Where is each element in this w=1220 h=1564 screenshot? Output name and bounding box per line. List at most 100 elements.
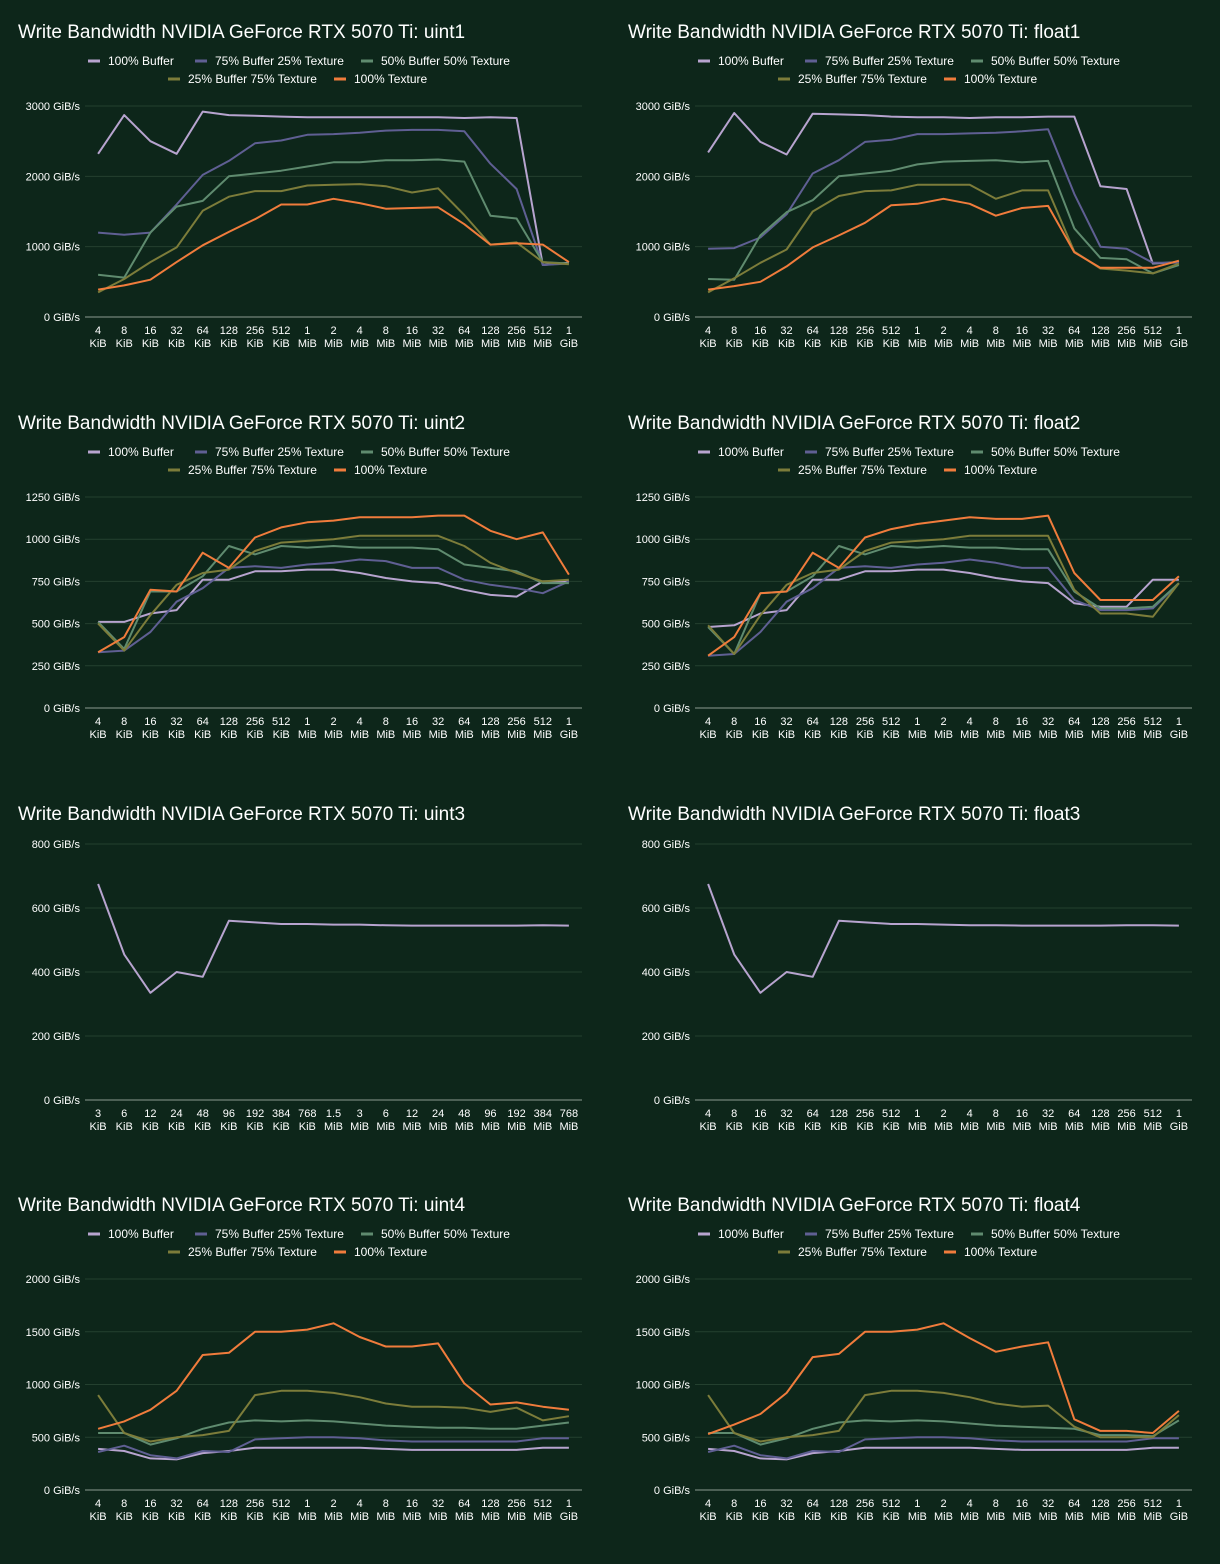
y-tick-label: 0 GiB/s	[44, 1095, 81, 1107]
x-tick-label: 4 KiB	[700, 325, 717, 350]
chart-svg: Write Bandwidth NVIDIA GeForce RTX 5070 …	[18, 22, 582, 350]
series-line[interactable]	[98, 558, 570, 654]
y-tick-label: 1500 GiB/s	[636, 1327, 691, 1339]
series-line[interactable]	[707, 197, 1180, 291]
y-tick-label: 0 GiB/s	[654, 312, 691, 324]
series-line[interactable]	[98, 568, 569, 623]
chart-svg: Write Bandwidth NVIDIA GeForce RTX 5070 …	[18, 804, 582, 1133]
legend-label: 100% Buffer	[718, 54, 784, 68]
legend-label: 100% Buffer	[718, 1227, 784, 1241]
series-line[interactable]	[97, 1322, 570, 1430]
x-tick-label: 192 KiB	[246, 1108, 264, 1133]
series-line[interactable]	[707, 1436, 1179, 1460]
chart-svg: Write Bandwidth NVIDIA GeForce RTX 5070 …	[18, 1195, 582, 1523]
legend-item[interactable]: 25% Buffer 75% Texture	[168, 72, 317, 86]
legend-label: 75% Buffer 25% Texture	[825, 445, 954, 459]
series-line[interactable]	[708, 128, 1179, 264]
legend-item[interactable]: 100% Texture	[334, 72, 427, 86]
series-line[interactable]	[97, 197, 570, 291]
series-line[interactable]	[707, 112, 1179, 265]
legend-item[interactable]: 100% Buffer	[698, 1227, 784, 1241]
legend-item[interactable]: 50% Buffer 50% Texture	[971, 54, 1120, 68]
legend-item[interactable]: 25% Buffer 75% Texture	[778, 1245, 927, 1259]
chart-title: Write Bandwidth NVIDIA GeForce RTX 5070 …	[628, 804, 1080, 825]
series-line[interactable]	[707, 534, 1180, 655]
legend-item[interactable]: 100% Texture	[334, 463, 427, 477]
legend-item[interactable]: 100% Buffer	[698, 445, 784, 459]
chart-title: Write Bandwidth NVIDIA GeForce RTX 5070 …	[628, 413, 1080, 434]
series-line[interactable]	[97, 545, 569, 650]
series-line[interactable]	[707, 1322, 1180, 1436]
legend-item[interactable]: 100% Buffer	[88, 445, 174, 459]
series-line[interactable]	[97, 514, 570, 654]
x-tick-label: 4 KiB	[700, 1108, 717, 1133]
legend-item[interactable]: 25% Buffer 75% Texture	[778, 463, 927, 477]
series-line[interactable]	[707, 883, 1179, 994]
x-tick-label: 64 KiB	[804, 1498, 821, 1523]
legend-item[interactable]: 75% Buffer 25% Texture	[805, 54, 954, 68]
x-tick-label: 1 GiB	[560, 325, 578, 350]
legend-item[interactable]: 25% Buffer 75% Texture	[778, 72, 927, 86]
x-tick-label: 6 KiB	[116, 1108, 133, 1133]
legend-label: 25% Buffer 75% Texture	[798, 1245, 927, 1259]
chart-title: Write Bandwidth NVIDIA GeForce RTX 5070 …	[628, 22, 1080, 43]
legend-item[interactable]: 50% Buffer 50% Texture	[971, 1227, 1120, 1241]
series-line[interactable]	[97, 1389, 570, 1443]
series-line[interactable]	[97, 158, 569, 279]
legend-item[interactable]: 75% Buffer 25% Texture	[195, 445, 344, 459]
legend-item[interactable]: 75% Buffer 25% Texture	[805, 1227, 954, 1241]
legend-item[interactable]: 100% Buffer	[88, 54, 174, 68]
chart-svg: Write Bandwidth NVIDIA GeForce RTX 5070 …	[628, 413, 1192, 741]
x-tick-label: 16 MiB	[1012, 1498, 1031, 1523]
legend-item[interactable]: 50% Buffer 50% Texture	[361, 54, 510, 68]
legend-item[interactable]: 75% Buffer 25% Texture	[195, 54, 344, 68]
legend-item[interactable]: 100% Buffer	[88, 1227, 174, 1241]
legend-item[interactable]: 100% Texture	[334, 1245, 427, 1259]
series-line[interactable]	[98, 1446, 569, 1461]
y-tick-label: 1250 GiB/s	[26, 492, 81, 504]
chart-title: Write Bandwidth NVIDIA GeForce RTX 5070 …	[18, 22, 465, 43]
legend-item[interactable]: 100% Buffer	[698, 54, 784, 68]
legend-item[interactable]: 100% Texture	[944, 1245, 1037, 1259]
legend-item[interactable]: 25% Buffer 75% Texture	[168, 463, 317, 477]
chart-panel: Write Bandwidth NVIDIA GeForce RTX 5070 …	[0, 782, 610, 1173]
y-tick-label: 1000 GiB/s	[636, 534, 691, 546]
series-line[interactable]	[707, 1389, 1180, 1443]
legend-item[interactable]: 50% Buffer 50% Texture	[361, 1227, 510, 1241]
series-line[interactable]	[708, 1446, 1179, 1461]
y-tick-label: 750 GiB/s	[642, 576, 691, 588]
series-line[interactable]	[708, 568, 1179, 628]
x-tick-label: 128 MiB	[1091, 716, 1110, 741]
series-line[interactable]	[98, 128, 569, 266]
series-line[interactable]	[707, 183, 1180, 294]
y-tick-label: 2000 GiB/s	[26, 171, 81, 183]
series-line[interactable]	[97, 110, 569, 266]
series-line[interactable]	[708, 558, 1180, 657]
legend-item[interactable]: 50% Buffer 50% Texture	[971, 445, 1120, 459]
x-tick-label: 1.5 MiB	[324, 1108, 343, 1133]
x-tick-label: 8 KiB	[726, 716, 743, 741]
x-tick-label: 4 MiB	[350, 325, 369, 350]
x-tick-label: 4 MiB	[960, 1498, 979, 1523]
y-tick-label: 400 GiB/s	[642, 967, 691, 979]
series-line[interactable]	[97, 534, 569, 652]
legend-item[interactable]: 75% Buffer 25% Texture	[195, 1227, 344, 1241]
legend-label: 100% Buffer	[108, 1227, 174, 1241]
chart-svg: Write Bandwidth NVIDIA GeForce RTX 5070 …	[628, 1195, 1192, 1523]
y-tick-label: 500 GiB/s	[32, 1432, 81, 1444]
legend-item[interactable]: 100% Texture	[944, 463, 1037, 477]
series-line[interactable]	[97, 883, 569, 994]
x-tick-label: 8 MiB	[986, 716, 1005, 741]
x-tick-label: 64 MiB	[1065, 1498, 1084, 1523]
legend-item[interactable]: 75% Buffer 25% Texture	[805, 445, 954, 459]
legend-item[interactable]: 50% Buffer 50% Texture	[361, 445, 510, 459]
series-line[interactable]	[707, 514, 1180, 657]
legend-item[interactable]: 25% Buffer 75% Texture	[168, 1245, 317, 1259]
x-tick-label: 16 MiB	[402, 1498, 421, 1523]
legend-item[interactable]: 100% Texture	[944, 72, 1037, 86]
legend-label: 100% Texture	[354, 463, 427, 477]
series-line[interactable]	[97, 1436, 569, 1460]
series-line[interactable]	[97, 183, 569, 294]
series-line[interactable]	[708, 159, 1180, 281]
y-tick-label: 1000 GiB/s	[26, 1380, 81, 1392]
